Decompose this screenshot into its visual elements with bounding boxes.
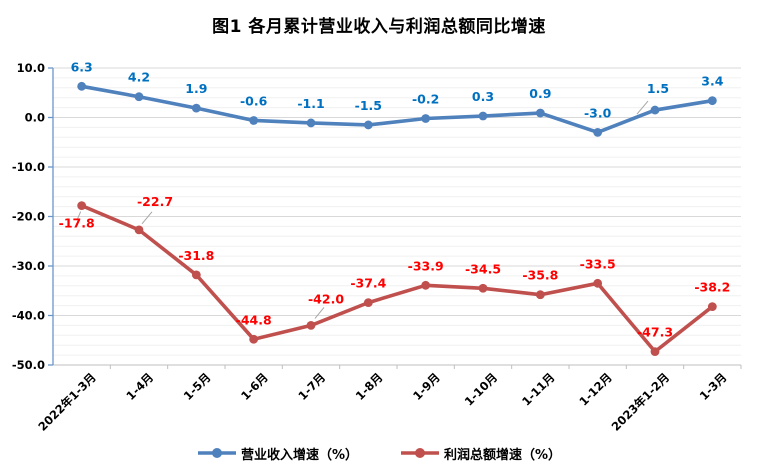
data-point [77, 81, 87, 91]
data-label: -34.5 [465, 261, 501, 276]
data-label: 1.9 [185, 81, 207, 96]
data-label: -17.8 [59, 216, 95, 231]
label-leader-line [141, 211, 153, 225]
data-point [421, 280, 431, 290]
y-tick-label: -30.0 [12, 259, 45, 273]
data-label: -42.0 [308, 291, 344, 306]
series-line-0 [79, 84, 715, 135]
label-leader-line [77, 211, 82, 219]
data-label: -1.1 [297, 96, 324, 111]
y-tick-label: 0.0 [25, 111, 45, 125]
legend: 营业收入增速（%） 利润总额增速（%） [0, 440, 758, 466]
data-point [191, 103, 201, 113]
legend-marker-icon [401, 448, 439, 458]
data-point [707, 302, 717, 311]
data-point [535, 108, 545, 118]
x-tick-label: 1-7月 [295, 370, 328, 403]
legend-marker-icon [197, 448, 236, 458]
x-tick-label: 1-10月 [462, 370, 500, 408]
legend-item-0: 营业收入增速（%） [197, 444, 358, 463]
data-label: -0.2 [412, 91, 439, 106]
legend-label: 利润总额增速（%） [444, 447, 562, 463]
data-point [249, 334, 259, 344]
data-point [650, 105, 660, 115]
y-tick-label: -50.0 [12, 358, 45, 372]
x-tick-label: 1-4月 [123, 370, 156, 403]
y-tick-label: -20.0 [12, 210, 45, 224]
legend-item-1: 利润总额增速（%） [400, 444, 561, 463]
data-point [134, 225, 144, 235]
series-line-1 [79, 203, 715, 354]
data-label: 6.3 [71, 59, 93, 74]
data-label: 0.9 [529, 86, 551, 101]
data-point [478, 111, 488, 121]
data-label: -0.6 [240, 93, 268, 108]
x-tick-label: 2023年1-2月 [609, 370, 672, 433]
data-point [363, 298, 373, 308]
data-point [421, 114, 431, 123]
x-tick-label: 1-5月 [181, 370, 214, 403]
data-point [249, 116, 259, 125]
data-point [650, 347, 660, 357]
data-label: -35.8 [522, 268, 558, 283]
legend-label: 营业收入增速（%） [240, 447, 358, 463]
data-point [306, 118, 316, 128]
data-label: 1.5 [647, 81, 669, 96]
data-label: -33.9 [408, 258, 444, 273]
x-tick-label: 1-12月 [576, 370, 614, 408]
data-label: -38.2 [694, 280, 730, 295]
y-tick-label: -10.0 [12, 160, 45, 174]
y-tick-label: 10.0 [17, 61, 45, 75]
data-label: -44.8 [236, 312, 272, 327]
data-label: -1.5 [355, 98, 382, 113]
data-point [363, 120, 373, 130]
chart-title: 图1 各月累计营业收入与利润总额同比增速 [212, 17, 546, 37]
x-tick-label: 1-6月 [238, 370, 271, 403]
data-label: 4.2 [128, 70, 150, 85]
data-point [134, 92, 144, 102]
data-label: 3.4 [701, 74, 723, 89]
label-leader-line [314, 307, 325, 319]
data-label: 0.3 [472, 89, 494, 104]
data-point [535, 290, 545, 300]
x-tick-label: 2022年1-3月 [35, 370, 98, 433]
data-point [707, 96, 717, 106]
x-tick-label: 1-8月 [353, 370, 386, 403]
data-point [593, 127, 603, 137]
data-point [191, 270, 201, 280]
data-point [593, 278, 603, 288]
data-label: -47.3 [637, 325, 673, 340]
data-point [478, 283, 488, 293]
data-label: -37.4 [350, 276, 386, 291]
plot-area: 10.0 0.0 -10.0 -20.0 -30.0 -40.0 -50.02022年1-3… [12, 59, 742, 434]
data-label: -3.0 [584, 105, 612, 120]
data-point [77, 201, 87, 211]
x-tick-label: 1-3月 [697, 370, 730, 403]
x-tick-label: 1-11月 [519, 370, 557, 408]
data-label: -31.8 [178, 248, 214, 263]
label-leader-line [636, 100, 649, 115]
data-label: -33.5 [580, 256, 616, 271]
x-tick-label: 1-9月 [410, 370, 443, 403]
data-label: -22.7 [137, 194, 173, 209]
y-tick-label: -40.0 [12, 309, 45, 323]
data-point [306, 321, 316, 330]
